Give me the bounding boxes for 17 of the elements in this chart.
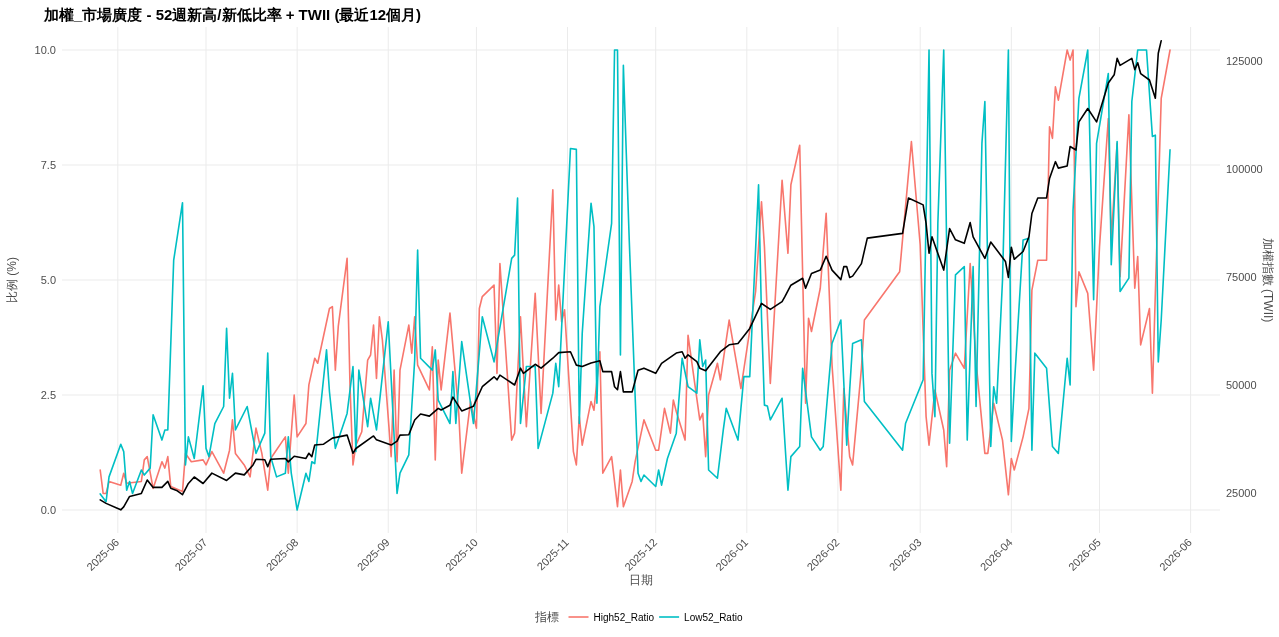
y-tick-label: 2.5 (40, 389, 56, 401)
chart-title: 加權_市場廣度 - 52週新高/新低比率 + TWII (最近12個月) (43, 6, 422, 23)
legend-label: Low52_Ratio (684, 612, 743, 623)
legend-label: High52_Ratio (593, 612, 655, 623)
x-axis-title: 日期 (629, 573, 653, 587)
y-tick-label: 7.5 (40, 159, 56, 171)
y2-tick-label: 100000 (1226, 163, 1263, 175)
y2-tick-label: 50000 (1226, 379, 1257, 391)
y-tick-label: 0.0 (40, 504, 56, 516)
y-tick-label: 10.0 (34, 44, 56, 56)
legend-title: 指標 (533, 610, 559, 624)
y2-tick-label: 125000 (1226, 55, 1263, 67)
y-axis-title: 比例 (%) (5, 257, 19, 303)
y2-axis-title: 加權指數 (TWII) (1261, 237, 1275, 323)
y-tick-label: 5.0 (40, 274, 56, 286)
y2-tick-label: 25000 (1226, 487, 1257, 499)
y2-tick-label: 75000 (1226, 271, 1257, 283)
